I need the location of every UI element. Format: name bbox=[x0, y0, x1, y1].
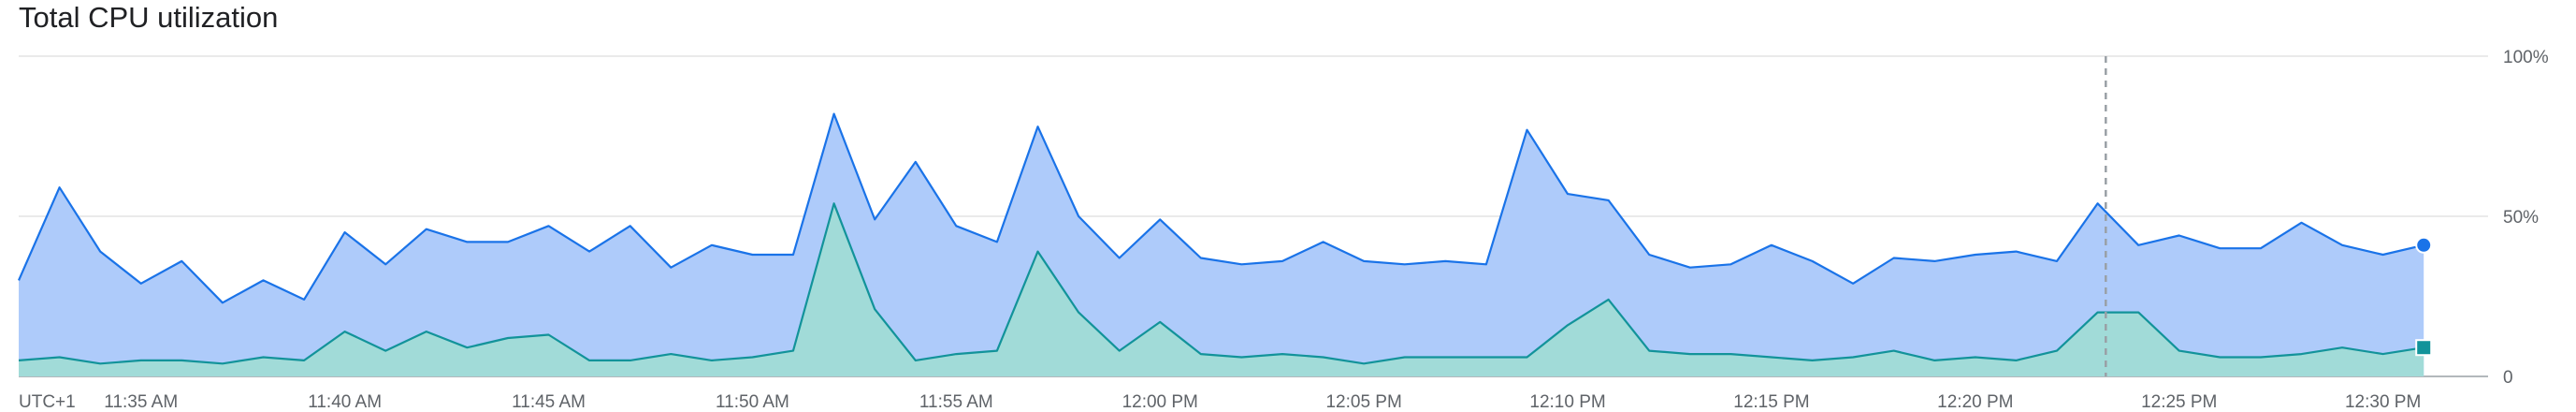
timezone-label: UTC+1 bbox=[19, 392, 76, 412]
x-axis-ticks: UTC+1 11:35 AM 11:40 AM 11:45 AM 11:50 AM 11:… bbox=[19, 392, 2421, 412]
series-area-2 bbox=[19, 203, 2424, 376]
chart-title: Total CPU utilization bbox=[19, 1, 279, 34]
y-axis-ticks: 100% 50% 0 bbox=[2503, 48, 2549, 388]
x-tick-label: 11:40 AM bbox=[308, 392, 382, 412]
x-tick-label: 12:05 PM bbox=[1325, 392, 1401, 412]
series-line-2 bbox=[18, 202, 2424, 365]
series-end-marker-circle bbox=[2415, 236, 2433, 254]
series-areas bbox=[19, 113, 2424, 376]
series-end-marker-square bbox=[2415, 339, 2433, 357]
x-tick-label: 11:45 AM bbox=[512, 392, 586, 412]
x-tick-label: 12:20 PM bbox=[1937, 392, 2013, 412]
x-tick-label: 12:25 PM bbox=[2141, 392, 2217, 412]
x-tick-label: 12:15 PM bbox=[1733, 392, 1809, 412]
x-tick-label: 12:00 PM bbox=[1122, 392, 1198, 412]
series-end-markers bbox=[2415, 236, 2433, 357]
series-area-1 bbox=[19, 113, 2424, 376]
series-line-1 bbox=[17, 112, 2424, 304]
x-tick-label: 11:35 AM bbox=[104, 392, 178, 412]
y-tick-label: 0 bbox=[2503, 368, 2513, 388]
x-tick-label: 12:30 PM bbox=[2345, 392, 2421, 412]
x-tick-label: 11:50 AM bbox=[716, 392, 789, 412]
y-tick-label: 100% bbox=[2503, 48, 2549, 67]
series-lines bbox=[17, 112, 2424, 365]
x-tick-label: 12:10 PM bbox=[1529, 392, 1605, 412]
y-tick-label: 50% bbox=[2503, 208, 2539, 228]
x-tick-label: 11:55 AM bbox=[919, 392, 993, 412]
